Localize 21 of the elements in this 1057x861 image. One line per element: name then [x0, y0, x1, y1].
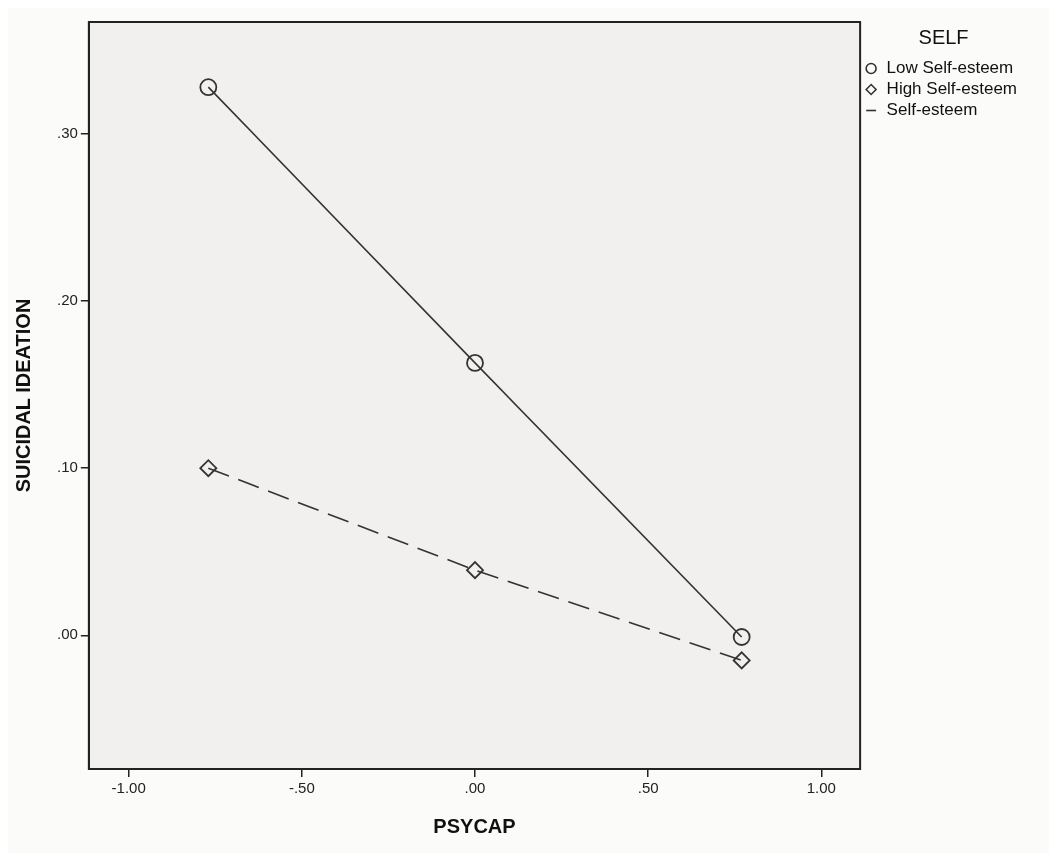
point	[732, 628, 751, 646]
x-tick-label: 1.00	[806, 779, 836, 797]
legend-label: Self-esteem	[886, 100, 978, 120]
x-tick-label: .00	[464, 779, 486, 797]
point	[199, 459, 218, 478]
point	[732, 651, 751, 670]
legend-label: High Self-esteem	[886, 79, 1017, 99]
x-tick-label: .50	[637, 779, 659, 797]
x-axis-title: PSYCAP	[433, 814, 516, 837]
point	[466, 354, 484, 372]
y-tick-label: .30	[56, 124, 78, 142]
y-tick-label: .20	[56, 291, 78, 309]
y-axis-title: SUICIDAL IDEATION	[11, 298, 34, 493]
legend-title: SELF	[918, 25, 969, 48]
legend-label: Low Self-esteem	[886, 58, 1014, 78]
point	[199, 78, 218, 97]
x-tick-label: -.50	[288, 779, 315, 797]
y-tick-label: .00	[56, 625, 78, 643]
x-tick-label: -1.00	[111, 779, 146, 797]
point	[466, 561, 484, 580]
y-tick-label: .10	[56, 458, 78, 476]
